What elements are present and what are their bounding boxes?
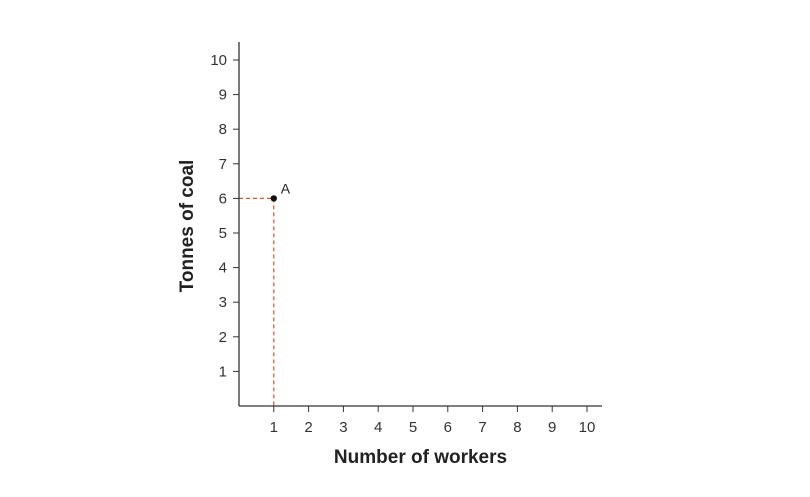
axes — [238, 42, 602, 407]
y-tick-label: 3 — [219, 294, 227, 311]
y-axis-ticks: 1 2 3 4 5 6 7 8 9 10 — [210, 52, 239, 380]
guide-lines — [239, 197, 275, 406]
y-tick-label: 9 — [219, 87, 227, 104]
y-axis-title: Tonnes of coal — [177, 160, 198, 293]
y-tick-label: 10 — [210, 52, 227, 69]
x-tick-label: 5 — [409, 419, 417, 436]
point-label: A — [281, 180, 291, 196]
y-tick-label: 4 — [219, 260, 227, 277]
data-point — [270, 195, 277, 202]
x-tick-label: 2 — [304, 419, 312, 436]
x-tick-label: 1 — [270, 419, 278, 436]
x-tick-label: 8 — [513, 419, 521, 436]
y-tick-label: 5 — [219, 225, 227, 242]
y-tick-label: 8 — [219, 121, 227, 138]
y-tick-label: 2 — [219, 329, 227, 346]
y-tick-label: 1 — [219, 363, 227, 380]
x-tick-label: 9 — [548, 419, 556, 436]
data-points: A — [270, 180, 291, 202]
y-tick-label: 7 — [219, 156, 227, 173]
x-tick-label: 4 — [374, 419, 382, 436]
x-axis-title: Number of workers — [334, 447, 507, 468]
x-tick-label: 10 — [579, 419, 596, 436]
x-axis-ticks: 1 2 3 4 5 6 7 8 9 10 — [270, 406, 596, 436]
x-tick-label: 7 — [478, 419, 486, 436]
x-tick-label: 6 — [444, 419, 452, 436]
y-tick-label: 6 — [219, 190, 227, 207]
x-tick-label: 3 — [339, 419, 347, 436]
